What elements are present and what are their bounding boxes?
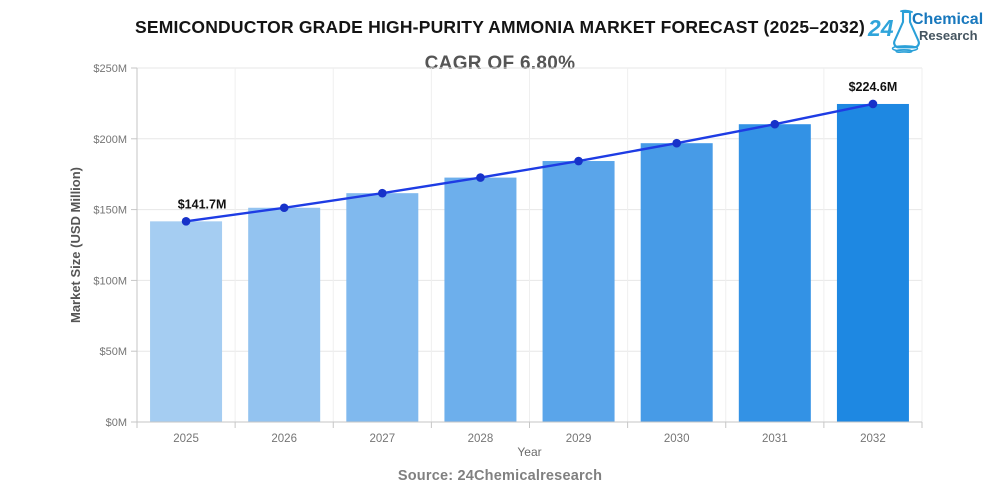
- x-tick-label: 2031: [762, 433, 788, 445]
- logo-word-research: Research: [919, 27, 978, 43]
- bar-2027: [346, 193, 419, 422]
- data-point-2031: [770, 119, 780, 129]
- value-label: $224.6M: [849, 80, 898, 94]
- bar-2030: [640, 143, 713, 422]
- x-axis-title: Year: [517, 445, 541, 459]
- bar-2025: [150, 221, 223, 422]
- y-tick-label: $100M: [93, 275, 127, 287]
- y-tick-label: $0M: [106, 417, 127, 429]
- company-logo: 24 Chemical Research: [868, 9, 986, 53]
- source-caption: Source: 24Chemicalresearch: [397, 468, 603, 484]
- bar-2028: [444, 177, 517, 422]
- y-tick-label: $200M: [93, 134, 127, 146]
- y-tick-label: $250M: [93, 63, 127, 75]
- x-tick-label: 2026: [271, 433, 297, 445]
- data-point-2026: [279, 203, 289, 213]
- x-tick-label: 2029: [566, 433, 592, 445]
- y-axis-title: Market Size (USD Million): [68, 167, 83, 323]
- bar-2031: [738, 124, 811, 422]
- data-point-2029: [574, 156, 583, 166]
- bar-2032: [836, 103, 909, 422]
- x-tick-label: 2027: [370, 433, 396, 445]
- x-tick-label: 2028: [468, 433, 494, 445]
- logo-wordmark: Chemical Research: [912, 11, 984, 43]
- flask-icon: [891, 9, 920, 53]
- logo-number: 24: [868, 15, 894, 41]
- logo-word-chemical: Chemical: [912, 11, 984, 28]
- y-tick-label: $50M: [99, 346, 127, 358]
- bar-2029: [542, 161, 615, 423]
- x-tick-label: 2025: [173, 433, 199, 445]
- chart-subtitle: CAGR OF 6.80%: [424, 53, 576, 74]
- data-point-2030: [672, 138, 681, 148]
- x-tick-label: 2030: [664, 433, 690, 445]
- x-tick-label: 2032: [860, 433, 886, 445]
- data-point-2032: [868, 99, 878, 109]
- data-point-2027: [378, 188, 387, 198]
- bar-2026: [248, 207, 321, 422]
- data-point-2025: [181, 217, 191, 226]
- data-point-2028: [476, 173, 485, 182]
- chart-title: SEMICONDUCTOR GRADE HIGH-PURITY AMMONIA …: [134, 17, 865, 37]
- trend-line: [184, 102, 875, 223]
- y-tick-label: $150M: [93, 205, 127, 217]
- value-label: $141.7M: [178, 197, 227, 211]
